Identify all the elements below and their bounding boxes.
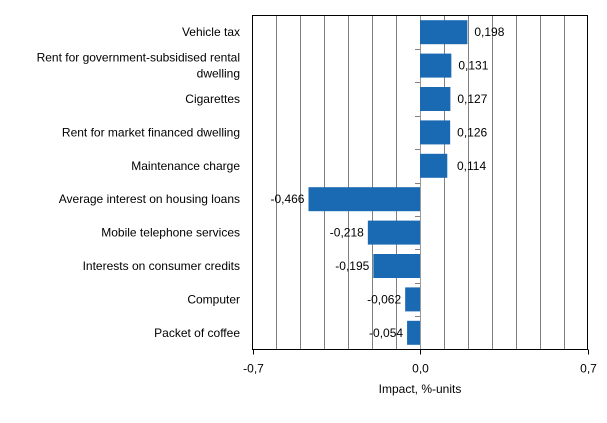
bar xyxy=(420,87,451,111)
data-label: 0,126 xyxy=(457,125,487,139)
x-tick-label: 0,0 xyxy=(412,362,429,376)
category-label: Vehicle tax xyxy=(182,25,240,39)
category-label-line: Cigarettes xyxy=(185,92,240,106)
category-label: Packet of coffee xyxy=(154,326,240,340)
category-label: Maintenance charge xyxy=(131,159,240,173)
category-label: Rent for market financed dwelling xyxy=(62,125,240,139)
gridlines xyxy=(276,15,565,350)
category-label: Rent for government-subsidised rental dwe… xyxy=(37,51,240,81)
bar xyxy=(420,120,451,145)
category-label: Cigarettes xyxy=(185,92,240,106)
data-label: 0,114 xyxy=(457,159,486,173)
bar xyxy=(373,254,420,278)
data-label: -0,466 xyxy=(270,192,304,206)
bar xyxy=(405,287,420,312)
category-label-line: Interests on consumer credits xyxy=(83,259,240,273)
bars xyxy=(308,20,468,345)
data-label: 0,131 xyxy=(458,59,488,73)
x-axis-label: Impact, %-units xyxy=(379,382,462,396)
category-label-line: Maintenance charge xyxy=(131,159,240,173)
category-labels: Vehicle tax Rent for government-subsidise… xyxy=(37,25,241,340)
category-label-line: dwelling xyxy=(197,67,240,81)
x-tick-label: 0,7 xyxy=(580,362,597,376)
bar xyxy=(420,20,468,45)
category-label-line: Packet of coffee xyxy=(154,326,240,340)
x-tick-label: -0,7 xyxy=(243,362,264,376)
bar xyxy=(420,153,448,178)
category-label-line: Mobile telephone services xyxy=(101,226,240,240)
category-label-line: Average interest on housing loans xyxy=(59,192,240,206)
category-label: Mobile telephone services xyxy=(101,226,240,240)
category-label-line: Vehicle tax xyxy=(182,25,240,39)
category-label: Interests on consumer credits xyxy=(83,259,240,273)
category-label: Average interest on housing loans xyxy=(59,192,240,206)
data-label: 0,198 xyxy=(474,25,504,39)
bar xyxy=(407,320,420,345)
data-label: -0,195 xyxy=(335,259,369,273)
bar xyxy=(308,187,420,212)
bar xyxy=(420,53,452,78)
category-label-line: Computer xyxy=(187,292,240,306)
data-label: 0,127 xyxy=(457,92,487,106)
category-label-line: Rent for government-subsidised rental xyxy=(37,51,240,65)
category-label: Computer xyxy=(187,292,240,306)
data-label: -0,054 xyxy=(369,326,403,340)
category-label-line: Rent for market financed dwelling xyxy=(62,125,240,139)
x-axis-ticks: -0,7 0,0 0,7 xyxy=(243,349,597,376)
data-label: -0,062 xyxy=(367,292,401,306)
data-label: -0,218 xyxy=(330,226,364,240)
data-labels: 0,198 0,131 0,127 0,126 0,114 -0,466 -0,218 -0,… xyxy=(270,25,504,340)
bar xyxy=(367,220,420,245)
